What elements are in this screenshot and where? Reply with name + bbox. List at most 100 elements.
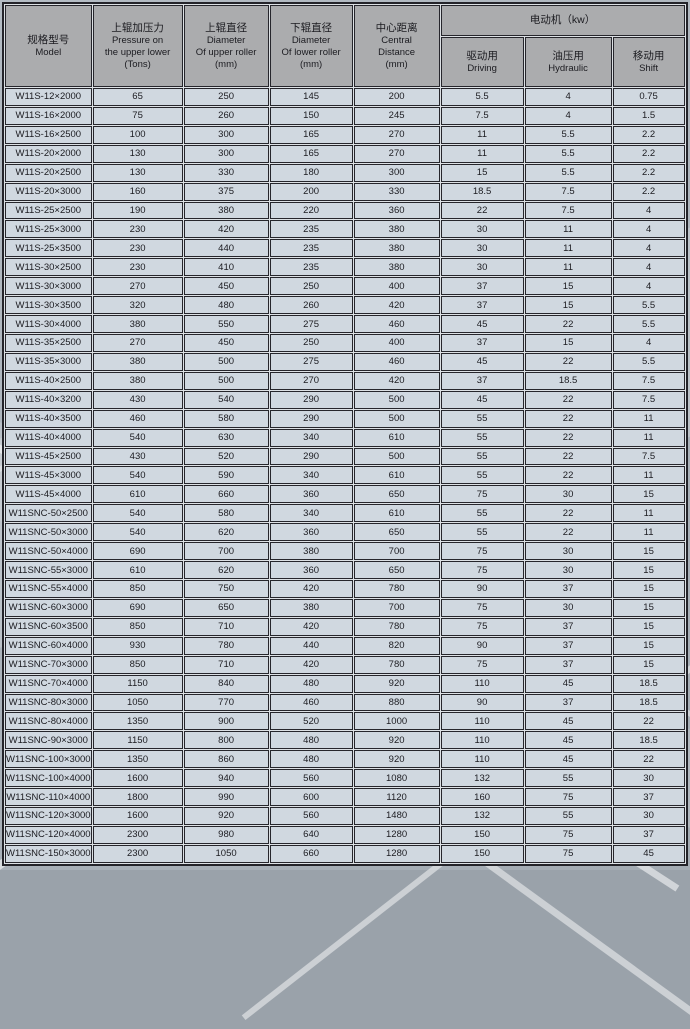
model-cell: W11S-45×4000	[5, 485, 92, 504]
table-row: W11SNC-150×3000 2300 1050 660 1280 150 75 45	[5, 844, 685, 863]
value-cell: 15	[612, 655, 685, 674]
value-cell: 1600	[92, 769, 183, 788]
value-cell: 400	[353, 333, 440, 352]
value-cell: 270	[353, 144, 440, 163]
value-cell: 37	[612, 825, 685, 844]
value-cell: 540	[92, 466, 183, 485]
value-cell: 540	[92, 523, 183, 542]
value-cell: 330	[183, 163, 269, 182]
value-cell: 11	[612, 504, 685, 523]
value-cell: 230	[92, 239, 183, 258]
value-cell: 270	[353, 125, 440, 144]
value-cell: 920	[353, 674, 440, 693]
table-row: W11S-40×4000 540 630 340 610 55 22 11	[5, 428, 685, 447]
value-cell: 1000	[353, 712, 440, 731]
value-cell: 220	[269, 201, 353, 220]
table-row: W11SNC-50×3000 540 620 360 650 55 22 11	[5, 523, 685, 542]
header-lower-roller-zh: 下辊直径	[290, 21, 333, 34]
value-cell: 380	[269, 598, 353, 617]
value-cell: 250	[269, 277, 353, 296]
header-shift-zh: 移动用	[632, 49, 665, 62]
value-cell: 650	[353, 485, 440, 504]
model-cell: W11S-40×4000	[5, 428, 92, 447]
table-row: W11SNC-55×3000 610 620 360 650 75 30 15	[5, 561, 685, 579]
value-cell: 420	[269, 655, 353, 674]
value-cell: 145	[269, 88, 353, 106]
value-cell: 55	[440, 409, 524, 428]
value-cell: 620	[183, 561, 269, 579]
value-cell: 380	[92, 371, 183, 390]
value-cell: 1050	[92, 693, 183, 712]
value-cell: 55	[440, 428, 524, 447]
value-cell: 4	[612, 277, 685, 296]
value-cell: 55	[524, 807, 612, 825]
value-cell: 2300	[92, 844, 183, 863]
value-cell: 380	[92, 352, 183, 371]
table-row: W11S-20×3000 160 375 200 330 18.5 7.5 2.2	[5, 182, 685, 201]
table-row: W11S-40×2500 380 500 270 420 37 18.5 7.5	[5, 371, 685, 390]
value-cell: 610	[92, 561, 183, 579]
value-cell: 7.5	[524, 201, 612, 220]
value-cell: 980	[183, 825, 269, 844]
header-upper-roller: 上辊直径 Diameter Of upper roller (mm)	[183, 5, 269, 87]
table-row: W11SNC-55×4000 850 750 420 780 90 37 15	[5, 579, 685, 598]
value-cell: 45	[524, 731, 612, 750]
header-upper-roller-zh: 上辊直径	[205, 21, 248, 34]
model-cell: W11S-12×2000	[5, 88, 92, 106]
value-cell: 65	[92, 88, 183, 106]
value-cell: 650	[353, 523, 440, 542]
header-hydraulic: 油压用 Hydraulic	[524, 37, 612, 87]
model-cell: W11SNC-90×3000	[5, 731, 92, 750]
value-cell: 55	[440, 466, 524, 485]
value-cell: 22	[524, 447, 612, 466]
header-central-en2: Distance	[378, 46, 416, 58]
table-row: W11S-35×3000 380 500 275 460 45 22 5.5	[5, 352, 685, 371]
value-cell: 37	[440, 371, 524, 390]
value-cell: 500	[353, 409, 440, 428]
value-cell: 30	[440, 258, 524, 277]
value-cell: 480	[269, 674, 353, 693]
value-cell: 550	[183, 315, 269, 333]
value-cell: 15	[612, 636, 685, 655]
value-cell: 480	[269, 750, 353, 769]
header-pressure-en2: the upper lower	[104, 46, 171, 58]
value-cell: 90	[440, 636, 524, 655]
value-cell: 1050	[183, 844, 269, 863]
table-row: W11S-25×3000 230 420 235 380 30 11 4	[5, 220, 685, 239]
value-cell: 110	[440, 731, 524, 750]
value-cell: 75	[440, 598, 524, 617]
value-cell: 540	[92, 504, 183, 523]
header-driving: 驱动用 Driving	[440, 37, 524, 87]
value-cell: 290	[269, 390, 353, 409]
value-cell: 260	[183, 106, 269, 125]
value-cell: 130	[92, 163, 183, 182]
value-cell: 190	[92, 201, 183, 220]
value-cell: 100	[92, 125, 183, 144]
value-cell: 45	[440, 315, 524, 333]
value-cell: 45	[440, 352, 524, 371]
model-cell: W11S-25×3000	[5, 220, 92, 239]
model-cell: W11S-40×3200	[5, 390, 92, 409]
value-cell: 480	[183, 296, 269, 315]
value-cell: 560	[269, 769, 353, 788]
value-cell: 15	[612, 598, 685, 617]
value-cell: 500	[183, 371, 269, 390]
value-cell: 18.5	[612, 731, 685, 750]
value-cell: 18.5	[612, 693, 685, 712]
value-cell: 420	[353, 296, 440, 315]
value-cell: 235	[269, 220, 353, 239]
header-model-zh: 规格型号	[27, 33, 70, 46]
model-cell: W11SNC-70×3000	[5, 655, 92, 674]
header-central-en3: (mm)	[385, 58, 408, 70]
value-cell: 75	[440, 655, 524, 674]
value-cell: 37	[612, 788, 685, 807]
table-row: W11SNC-80×4000 1350 900 520 1000 110 45 22	[5, 712, 685, 731]
value-cell: 22	[524, 523, 612, 542]
model-cell: W11SNC-60×3000	[5, 598, 92, 617]
value-cell: 150	[269, 106, 353, 125]
model-cell: W11S-20×2000	[5, 144, 92, 163]
table-row: W11S-30×4000 380 550 275 460 45 22 5.5	[5, 315, 685, 333]
model-cell: W11SNC-100×3000	[5, 750, 92, 769]
value-cell: 2.2	[612, 144, 685, 163]
table-row: W11S-30×3500 320 480 260 420 37 15 5.5	[5, 296, 685, 315]
